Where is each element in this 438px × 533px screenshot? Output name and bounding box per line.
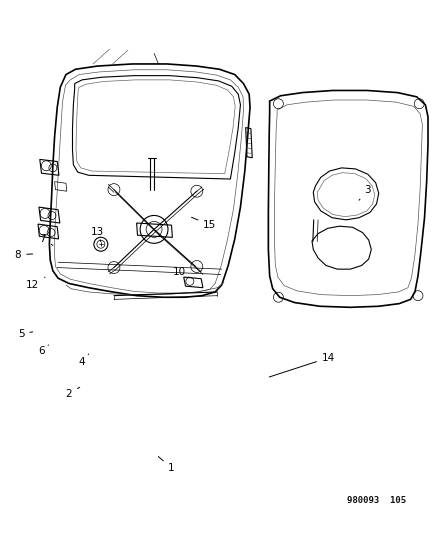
Text: 12: 12 [26,277,45,290]
Text: 8: 8 [14,250,32,260]
Text: 6: 6 [39,345,48,357]
Text: 3: 3 [358,184,370,200]
Text: 4: 4 [78,354,88,367]
Text: 980093  105: 980093 105 [346,496,405,505]
Text: 5: 5 [18,329,32,340]
Text: 10: 10 [173,267,188,277]
Text: 2: 2 [66,387,80,399]
Text: 1: 1 [158,457,174,473]
Text: 13: 13 [91,227,104,241]
Text: 15: 15 [191,217,216,230]
Text: 14: 14 [268,353,335,377]
Text: 7: 7 [39,234,53,245]
